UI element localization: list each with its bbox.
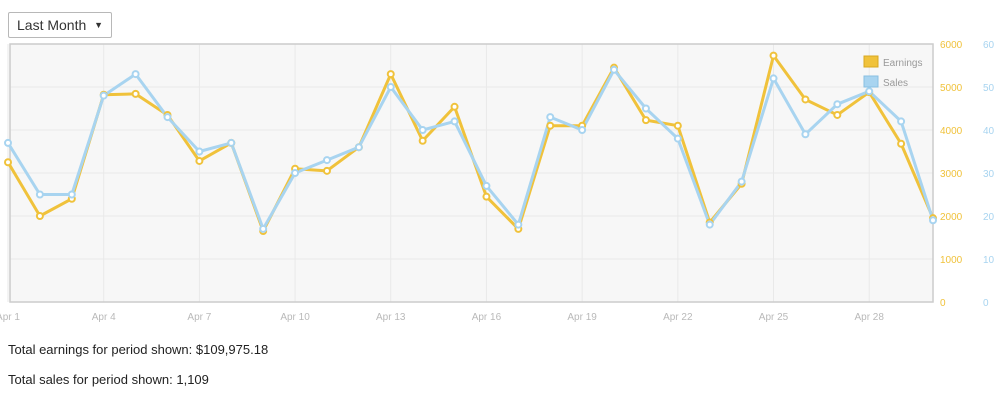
total-earnings-text: Total earnings for period shown: $109,97…	[8, 342, 269, 357]
earnings-axis-tick: 2000	[940, 212, 963, 223]
earnings-axis-tick: 4000	[940, 126, 963, 137]
sales-data-point	[833, 100, 842, 109]
earnings-data-point	[673, 121, 682, 130]
x-axis-tick: Apr 13	[376, 312, 406, 323]
sales-axis-tick: 0	[983, 298, 989, 309]
x-axis-tick: Apr 25	[759, 312, 789, 323]
legend-swatch-earnings	[863, 55, 879, 68]
sales-data-point	[578, 126, 587, 134]
sales-data-point	[259, 224, 268, 233]
sales-data-point	[705, 220, 714, 229]
sales-data-point	[35, 190, 44, 199]
sales-data-point	[546, 113, 555, 122]
sales-data-point	[67, 190, 76, 199]
sales-axis-tick: 60	[983, 40, 995, 51]
sales-data-point	[514, 220, 523, 229]
earnings-data-point	[482, 192, 491, 201]
sales-series-line	[6, 68, 935, 231]
earnings-axis-tick: 6000	[940, 40, 963, 51]
legend-swatch-sales	[863, 75, 879, 88]
x-axis-tick: Apr 10	[280, 312, 310, 323]
earnings-data-point	[4, 158, 12, 167]
sales-data-point	[673, 134, 682, 143]
total-sales-text: Total sales for period shown: 1,109	[8, 372, 209, 387]
sales-data-point	[610, 65, 619, 74]
sales-data-point	[322, 156, 331, 165]
period-select-value: Last Month	[17, 17, 87, 33]
sales-axis-tick: 40	[983, 126, 995, 137]
sales-data-point	[99, 91, 108, 100]
earnings-data-point	[131, 89, 140, 98]
sales-data-point	[163, 113, 172, 122]
x-axis-tick: Apr 28	[854, 312, 884, 323]
earnings-data-point	[418, 136, 427, 145]
sales-data-point	[386, 83, 395, 91]
plot-border	[9, 43, 934, 303]
earnings-data-point	[897, 139, 906, 148]
earnings-axis-tick: 3000	[940, 169, 963, 180]
earnings-data-point	[450, 102, 459, 111]
x-axis-tick: Apr 1	[0, 312, 20, 323]
sales-data-point	[929, 216, 937, 225]
earnings-data-point	[833, 110, 842, 119]
earnings-data-point	[641, 116, 650, 125]
earnings-data-point	[386, 70, 395, 79]
sales-data-point	[897, 117, 906, 126]
sales-data-point	[4, 138, 12, 147]
sales-data-point	[227, 138, 236, 147]
period-select[interactable]: Last Month ▼	[8, 12, 112, 38]
x-axis-tick: Apr 22	[663, 312, 693, 323]
sales-data-point	[354, 143, 363, 152]
sales-axis-tick: 50	[983, 83, 995, 94]
sales-axis-tick: 10	[983, 255, 995, 266]
legend-label-earnings: Earnings	[883, 58, 922, 69]
earnings-data-point	[35, 212, 44, 220]
sales-data-point	[865, 87, 874, 96]
x-axis-tick: Apr 16	[472, 312, 502, 323]
legend-label-sales: Sales	[883, 78, 908, 89]
sales-data-point	[418, 126, 427, 134]
earnings-sales-chart: 0 1000 2000 3000 4000 5000 6000 0 10 20 30 40 50 60 Ap…	[0, 40, 995, 323]
sales-data-point	[195, 147, 204, 156]
sales-data-point	[450, 117, 459, 126]
earnings-axis-tick: 5000	[940, 83, 963, 94]
sales-axis-tick: 30	[983, 169, 995, 180]
x-axis-tick: Apr 19	[567, 312, 597, 323]
sales-data-point	[641, 104, 650, 113]
earnings-data-point	[769, 51, 778, 60]
x-axis-tick: Apr 4	[92, 312, 116, 323]
sales-data-point	[482, 181, 491, 190]
earnings-axis-tick: 1000	[940, 255, 963, 266]
sales-data-point	[131, 70, 140, 79]
sales-data-point	[291, 169, 300, 177]
sales-axis-tick: 20	[983, 212, 995, 223]
sales-data-point	[801, 130, 810, 139]
earnings-data-point	[801, 95, 810, 104]
x-axis-tick: Apr 7	[187, 312, 211, 323]
earnings-axis-tick: 0	[940, 298, 946, 309]
sales-data-point	[769, 74, 778, 83]
sales-data-point	[737, 177, 746, 186]
earnings-data-point	[322, 166, 331, 175]
chevron-down-icon: ▼	[94, 20, 103, 30]
earnings-data-point	[195, 156, 204, 165]
earnings-data-point	[546, 121, 555, 130]
